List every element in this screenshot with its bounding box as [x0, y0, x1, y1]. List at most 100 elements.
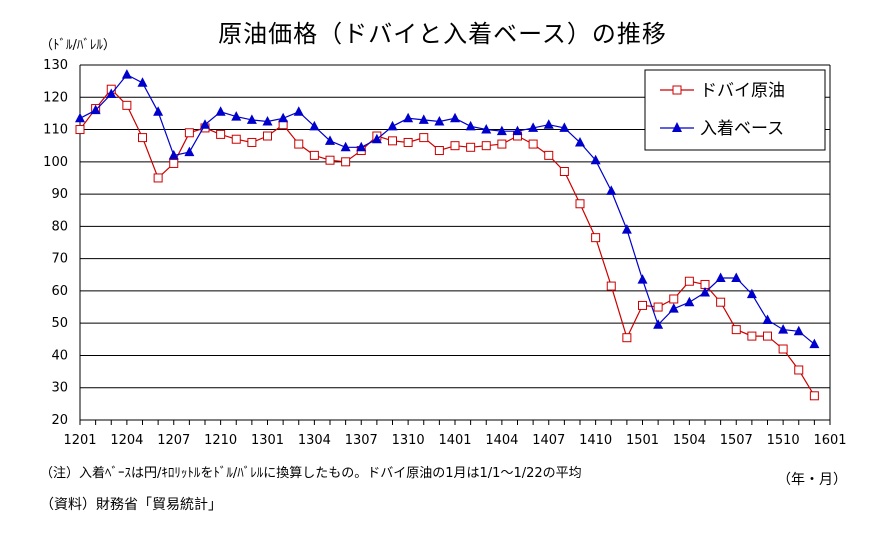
- data-point: [528, 139, 538, 149]
- legend-marker: [672, 122, 682, 132]
- data-point: [75, 112, 85, 123]
- data-point: [466, 142, 476, 152]
- data-point: [465, 120, 476, 131]
- x-tick-label: 1204: [110, 433, 143, 448]
- y-tick-label: 110: [43, 123, 68, 138]
- data-point: [481, 124, 492, 134]
- data-point: [496, 125, 507, 136]
- axes: [79, 65, 831, 420]
- data-point: [684, 296, 695, 307]
- data-point: [731, 272, 742, 282]
- data-point: [591, 233, 601, 243]
- y-tick-label: 60: [51, 284, 68, 299]
- data-point: [294, 139, 304, 149]
- data-point: [793, 325, 804, 336]
- data-point: [621, 224, 632, 234]
- data-point: [75, 125, 85, 135]
- data-point: [403, 112, 414, 123]
- x-axis-ticks: 1201 1204 1207 1210 1301 1304 1307 1310 1401 1404…: [63, 420, 847, 448]
- data-point: [231, 111, 242, 121]
- series-2: [75, 69, 820, 349]
- data-point: [262, 115, 273, 126]
- data-point: [200, 119, 210, 129]
- data-point: [575, 199, 585, 209]
- data-point: [746, 288, 757, 299]
- x-tick-label: 1210: [204, 433, 237, 448]
- x-tick-label: 1304: [298, 433, 331, 448]
- data-point: [216, 129, 226, 139]
- x-tick-label: 1301: [251, 433, 284, 448]
- legend-item-1: ドバイ原油: [660, 81, 785, 101]
- chart-title: 原油価格（ドバイと入着ベース）の推移: [218, 20, 667, 48]
- data-point: [809, 391, 819, 401]
- data-point: [653, 319, 664, 329]
- series-layer: [75, 69, 820, 401]
- data-point: [653, 302, 663, 312]
- data-point: [778, 324, 789, 334]
- data-point: [794, 365, 804, 375]
- data-point: [309, 120, 320, 131]
- legend-box: [644, 69, 826, 151]
- y-tick-label: 80: [51, 219, 68, 234]
- data-point: [247, 137, 257, 147]
- data-point: [606, 185, 617, 195]
- data-point: [528, 122, 539, 132]
- data-point: [543, 119, 554, 129]
- data-point: [418, 114, 429, 124]
- y-tick-label: 120: [43, 90, 68, 105]
- data-point: [293, 106, 304, 116]
- y-axis-unit-label: （ﾄﾞﾙ/ﾊﾞﾚﾙ）: [40, 38, 116, 53]
- y-tick-label: 20: [51, 413, 68, 428]
- data-point: [356, 141, 367, 152]
- x-tick-label: 1504: [673, 433, 706, 448]
- data-point: [371, 133, 382, 144]
- y-tick-label: 30: [51, 381, 68, 396]
- data-point: [387, 120, 398, 131]
- data-point: [325, 155, 335, 165]
- data-point: [747, 331, 757, 341]
- data-point: [106, 88, 117, 99]
- data-point: [153, 106, 164, 116]
- legend-marker: [672, 85, 682, 95]
- data-point: [637, 274, 648, 284]
- source-note: （資料）財務省「貿易統計」: [40, 497, 222, 513]
- data-point: [763, 331, 772, 341]
- legend-item-2: 入着ベース: [660, 119, 784, 139]
- data-point: [90, 104, 101, 115]
- data-point: [168, 149, 179, 160]
- data-point: [122, 100, 132, 110]
- data-point: [419, 133, 429, 143]
- data-point: [731, 325, 741, 335]
- x-axis-unit-label: （年・月）: [777, 472, 847, 488]
- data-point: [184, 146, 195, 157]
- y-tick-label: 70: [51, 252, 68, 267]
- x-tick-label: 1407: [532, 433, 565, 448]
- data-point: [434, 115, 445, 126]
- data-point: [497, 139, 507, 149]
- data-point: [559, 167, 569, 176]
- y-tick-label: 90: [51, 187, 68, 202]
- data-point: [606, 281, 616, 291]
- data-point: [762, 314, 773, 324]
- x-tick-label: 1310: [392, 433, 425, 448]
- data-point: [575, 136, 585, 147]
- data-point: [450, 112, 460, 123]
- y-tick-label: 100: [43, 155, 68, 170]
- y-axis-ticks: 20 30 40 50 60 70 80 90 100 110 120 130: [43, 58, 68, 428]
- data-point: [450, 141, 460, 151]
- data-point: [215, 106, 226, 116]
- x-tick-label: 1307: [345, 433, 378, 448]
- data-point: [622, 333, 632, 343]
- legend-label: 入着ベース: [700, 119, 784, 139]
- data-point: [263, 131, 272, 141]
- data-point: [153, 173, 163, 183]
- data-point: [700, 287, 710, 297]
- data-point: [184, 128, 194, 138]
- data-point: [512, 125, 523, 136]
- x-tick-label: 1401: [438, 433, 471, 448]
- data-point: [590, 154, 601, 165]
- data-point: [325, 135, 335, 145]
- y-tick-label: 50: [51, 316, 68, 331]
